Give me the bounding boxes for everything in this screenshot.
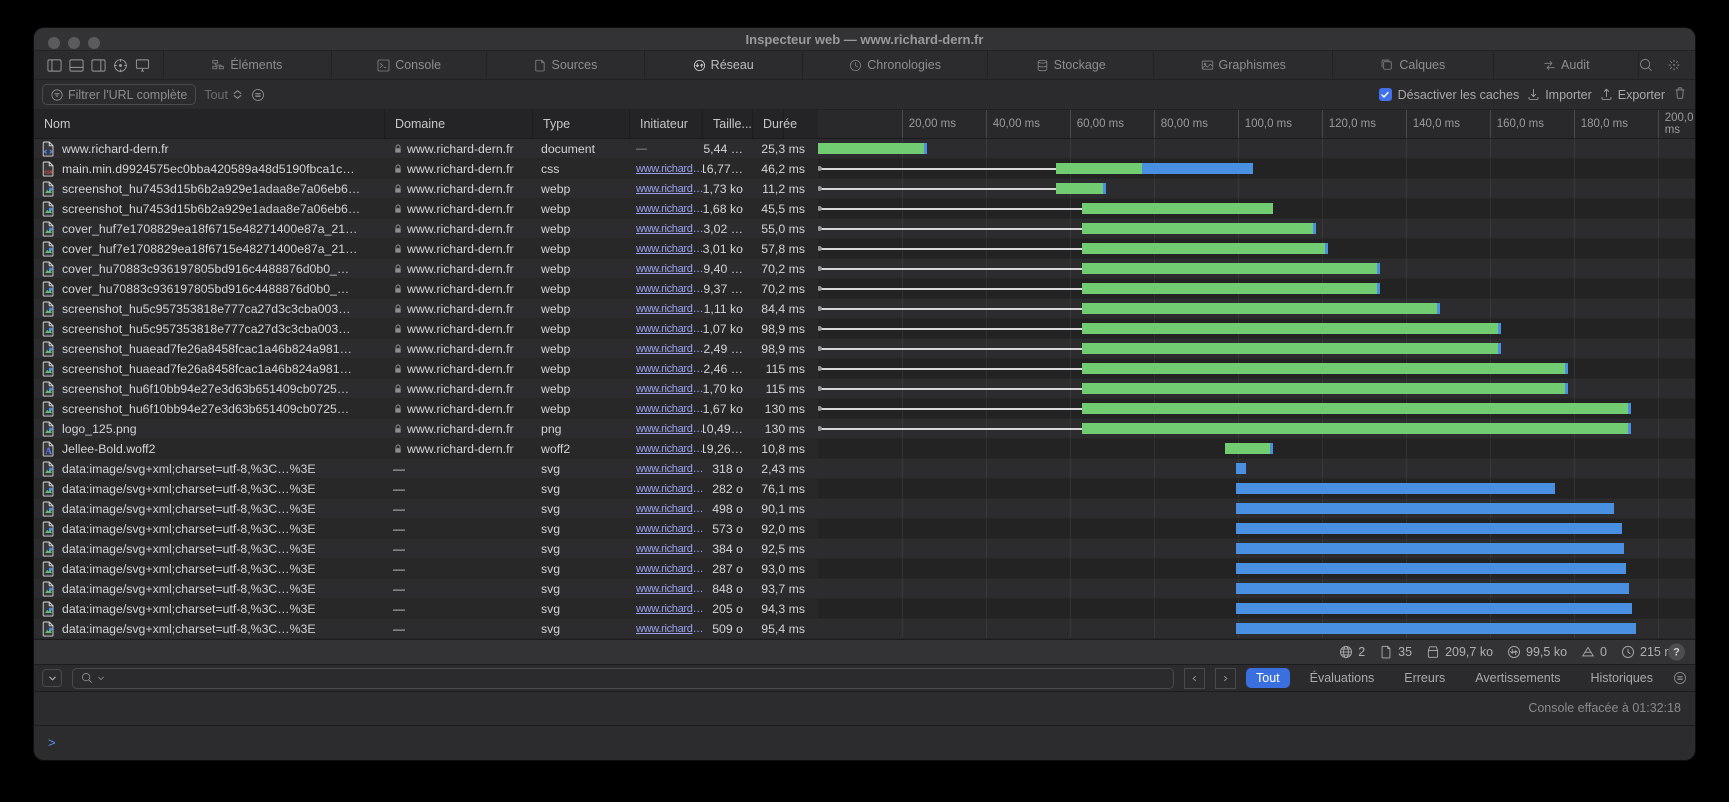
svg-text:A: A — [45, 447, 52, 457]
svg-text:css: css — [44, 169, 53, 175]
